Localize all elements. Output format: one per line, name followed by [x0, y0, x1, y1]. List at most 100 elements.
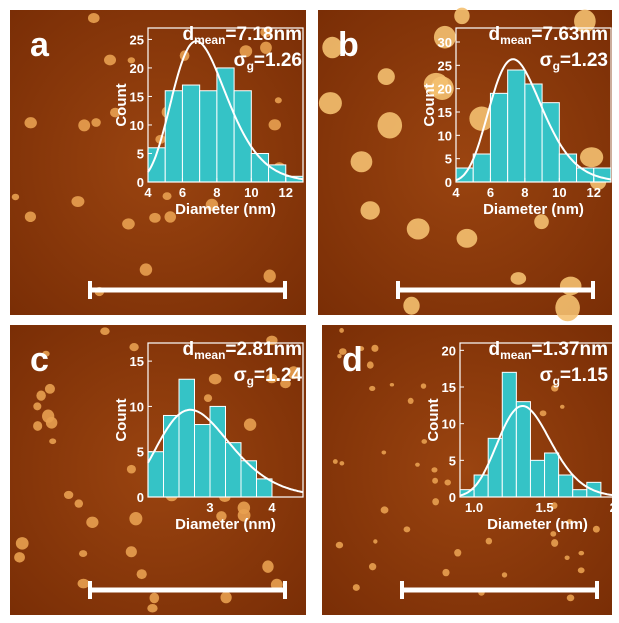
particle: [358, 346, 365, 352]
x-tick-label: 10: [244, 185, 258, 200]
particle: [129, 343, 139, 352]
x-tick-label: 1.0: [465, 500, 483, 515]
particle: [24, 117, 37, 129]
particle: [551, 384, 559, 392]
y-tick-label: 5: [137, 146, 144, 161]
sigma-subscript: g: [247, 374, 254, 388]
particle: [564, 555, 570, 561]
particle: [332, 459, 338, 464]
x-tick-label: 12: [587, 185, 601, 200]
bar: [558, 153, 578, 183]
y-tick-label: 0: [137, 490, 144, 505]
particle: [63, 490, 74, 500]
particle: [368, 563, 377, 571]
dmean-annotation: dmean=2.81nm: [182, 339, 302, 362]
particle: [442, 568, 450, 577]
y-axis-title: Count: [425, 398, 442, 441]
bar: [472, 153, 491, 183]
sigma-annotation: σg=1.23: [540, 50, 608, 73]
y-tick-label: 10: [130, 118, 144, 133]
particle: [371, 344, 379, 352]
x-tick-label: 8: [521, 185, 528, 200]
particle: [415, 462, 420, 467]
particle: [566, 519, 573, 525]
particle: [510, 272, 527, 285]
bar: [194, 424, 211, 498]
dmean-annotation: dmean=7.18nm: [182, 24, 302, 47]
particle: [574, 9, 596, 33]
particle: [420, 383, 427, 389]
y-tick-label: 30: [438, 35, 452, 50]
y-tick-label: 20: [438, 82, 452, 97]
particle: [592, 525, 600, 533]
panel-label: a: [30, 26, 50, 64]
particle: [110, 107, 121, 118]
particle: [377, 68, 395, 85]
particle: [350, 151, 373, 173]
y-tick-label: 20: [130, 61, 144, 76]
bar: [199, 90, 218, 183]
particle: [403, 526, 411, 533]
bar: [240, 460, 257, 498]
particle: [318, 92, 342, 115]
particle: [126, 464, 136, 474]
particle: [263, 269, 276, 283]
y-tick-label: 15: [438, 105, 452, 120]
particle: [216, 511, 227, 522]
particle: [421, 439, 428, 444]
particle: [578, 550, 585, 556]
panel-label: c: [30, 341, 49, 379]
d-symbol: d: [488, 339, 500, 360]
sigma-value: =1.24: [254, 365, 303, 386]
particle: [444, 479, 451, 486]
x-tick-label: 1.5: [536, 500, 554, 515]
fit-curve: [455, 58, 612, 182]
particle: [15, 537, 29, 550]
bar: [507, 69, 526, 183]
particle: [352, 584, 360, 591]
particle: [162, 192, 172, 201]
dmean-annotation: dmean=1.37nm: [488, 339, 608, 362]
particle: [237, 501, 251, 515]
particle: [220, 591, 232, 604]
particle: [125, 546, 137, 558]
particle: [566, 594, 575, 602]
particle: [14, 552, 25, 563]
sigma-value: =1.26: [254, 50, 302, 71]
y-axis-title: Count: [113, 398, 130, 441]
dmean-value: =2.81nm: [225, 339, 302, 360]
x-axis-title: Diameter (nm): [483, 201, 584, 218]
bar: [489, 92, 509, 183]
sigma-symbol: σ: [540, 50, 553, 71]
particle: [555, 294, 580, 322]
x-tick-label: 6: [179, 185, 186, 200]
particle: [149, 212, 161, 223]
particle: [539, 410, 547, 417]
x-tick-label: 10: [552, 185, 566, 200]
bar: [164, 90, 183, 183]
bar: [501, 371, 517, 498]
x-tick-label: 12: [279, 185, 293, 200]
sigma-annotation: σg=1.26: [234, 50, 302, 73]
x-tick-label: 8: [213, 185, 220, 200]
particle: [11, 193, 20, 201]
y-tick-label: 25: [130, 32, 144, 47]
fit-curve: [147, 40, 304, 181]
particle: [485, 537, 493, 545]
sigma-value: =1.15: [560, 365, 609, 386]
d-subscript: mean: [500, 33, 531, 47]
particle: [360, 201, 380, 220]
particle: [534, 214, 549, 230]
y-tick-label: 10: [130, 399, 144, 414]
bar: [529, 459, 546, 498]
particle: [77, 578, 90, 589]
y-tick-label: 15: [442, 380, 456, 395]
sigma-value: =1.23: [560, 50, 608, 71]
x-axis-title: Diameter (nm): [487, 516, 588, 533]
bar: [178, 378, 195, 498]
particle: [42, 350, 50, 357]
bar: [515, 401, 531, 498]
